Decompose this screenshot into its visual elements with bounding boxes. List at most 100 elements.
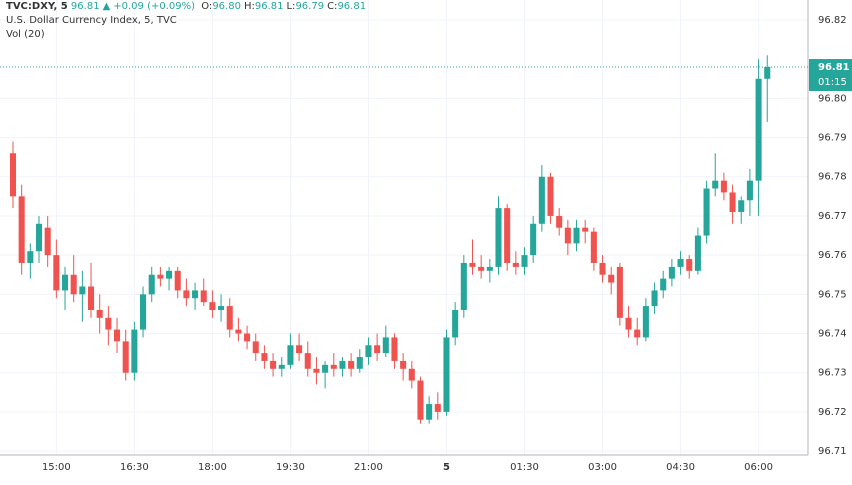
- y-tick-label: 96.74: [818, 329, 847, 340]
- candle-body: [278, 364, 285, 369]
- candle-body: [322, 364, 329, 373]
- candle-body: [434, 404, 441, 412]
- candle-body: [686, 259, 693, 271]
- candle-body: [18, 196, 25, 263]
- candle-body: [538, 176, 545, 224]
- x-tick-label: 03:00: [588, 462, 617, 473]
- x-tick-label: 04:30: [666, 462, 695, 473]
- price-label-box: [809, 59, 852, 92]
- price-label: 96.81: [818, 62, 850, 73]
- candle-body: [96, 309, 103, 318]
- ohlc-value: 96.80: [212, 1, 241, 12]
- candle-body: [504, 208, 511, 263]
- ohlc-label: O:: [201, 1, 213, 12]
- candle-body: [469, 262, 476, 267]
- candle-body: [105, 317, 112, 330]
- candle-body: [547, 176, 554, 216]
- candle-body: [166, 270, 173, 279]
- candle-body: [365, 345, 372, 358]
- candle-body: [478, 266, 485, 271]
- candle-body: [9, 153, 17, 197]
- candle-body: [200, 290, 207, 303]
- candle-body: [356, 357, 363, 369]
- candle-body: [261, 353, 268, 361]
- x-tick-label: 16:30: [120, 462, 149, 473]
- candle-body: [426, 404, 433, 420]
- candle-body: [582, 227, 589, 232]
- candle-body: [729, 192, 736, 213]
- candle-body: [495, 208, 502, 267]
- candle-body: [114, 329, 121, 342]
- candle-body: [218, 306, 225, 310]
- candle-body: [694, 235, 701, 271]
- candle-body: [460, 262, 467, 310]
- candle-body: [391, 337, 398, 361]
- countdown: 01:15: [818, 77, 847, 88]
- candle-body: [374, 345, 381, 354]
- candle-body: [35, 223, 43, 252]
- candle-body: [53, 255, 60, 291]
- candle-body: [556, 215, 563, 228]
- x-tick-label: 06:00: [744, 462, 773, 473]
- candle-body: [192, 290, 199, 299]
- y-tick-label: 96.77: [818, 211, 847, 222]
- candle-body: [226, 306, 233, 330]
- candle-body: [313, 368, 320, 373]
- candle-body: [400, 360, 407, 369]
- candle-body: [712, 180, 719, 189]
- candle-body: [616, 266, 623, 318]
- candle-body: [382, 337, 389, 354]
- candle-body: [738, 200, 745, 213]
- candle-body: [443, 337, 450, 412]
- candle-body: [157, 274, 164, 279]
- candle-body: [755, 78, 762, 181]
- candle-body: [287, 345, 294, 365]
- y-tick-label: 96.78: [818, 172, 847, 183]
- candle-body: [452, 309, 459, 338]
- candle-body: [183, 290, 190, 299]
- candle-body: [244, 333, 251, 342]
- candle-body: [304, 353, 311, 369]
- candle-body: [330, 364, 337, 369]
- candle-body: [174, 270, 181, 291]
- candle-body: [486, 266, 493, 271]
- candle-body: [573, 227, 580, 244]
- ohlc-value: 96.79: [295, 1, 325, 12]
- candle-body: [521, 255, 528, 267]
- y-tick-label: 96.71: [818, 446, 847, 457]
- candle-body: [703, 188, 710, 236]
- x-tick-label: 19:30: [276, 462, 305, 473]
- candle-body: [590, 231, 597, 263]
- ohlc-label: L:: [286, 1, 296, 12]
- last-price: 96.81: [70, 1, 100, 12]
- candle-body: [599, 262, 606, 275]
- candle-body: [235, 329, 242, 334]
- symbol: TVC:DXY, 5: [6, 1, 68, 12]
- candle-body: [348, 360, 355, 369]
- candle-body: [131, 329, 138, 373]
- x-tick-label: 5: [443, 462, 450, 473]
- ohlc-value: 96.81: [337, 1, 367, 12]
- candle-body: [70, 274, 77, 295]
- candle-body: [296, 345, 303, 354]
- change: +0.09 (+0.09%): [113, 1, 196, 12]
- candle-body: [87, 286, 95, 310]
- candle-body: [148, 274, 155, 295]
- legend: TVC:DXY, 5 96.81 ▲ +0.09 (+0.09%) O:96.80 H…: [6, 0, 372, 42]
- ohlc-label: C:: [327, 1, 338, 12]
- x-tick-label: 01:30: [510, 462, 539, 473]
- candle-body: [625, 317, 632, 330]
- candle-body: [140, 294, 147, 330]
- candle-body: [408, 368, 415, 381]
- candle-body: [44, 227, 51, 256]
- y-tick-label: 96.76: [818, 250, 847, 261]
- x-tick-label: 18:00: [198, 462, 227, 473]
- candle-body: [720, 180, 727, 193]
- candle-body: [677, 259, 684, 267]
- y-tick-label: 96.72: [818, 407, 847, 418]
- symbol-row: TVC:DXY, 5 96.81 ▲ +0.09 (+0.09%) O:96.80 H…: [6, 0, 372, 14]
- x-tick-label: 21:00: [354, 462, 383, 473]
- candle-body: [79, 286, 86, 295]
- candle-body: [564, 227, 571, 244]
- y-tick-label: 96.73: [818, 368, 847, 379]
